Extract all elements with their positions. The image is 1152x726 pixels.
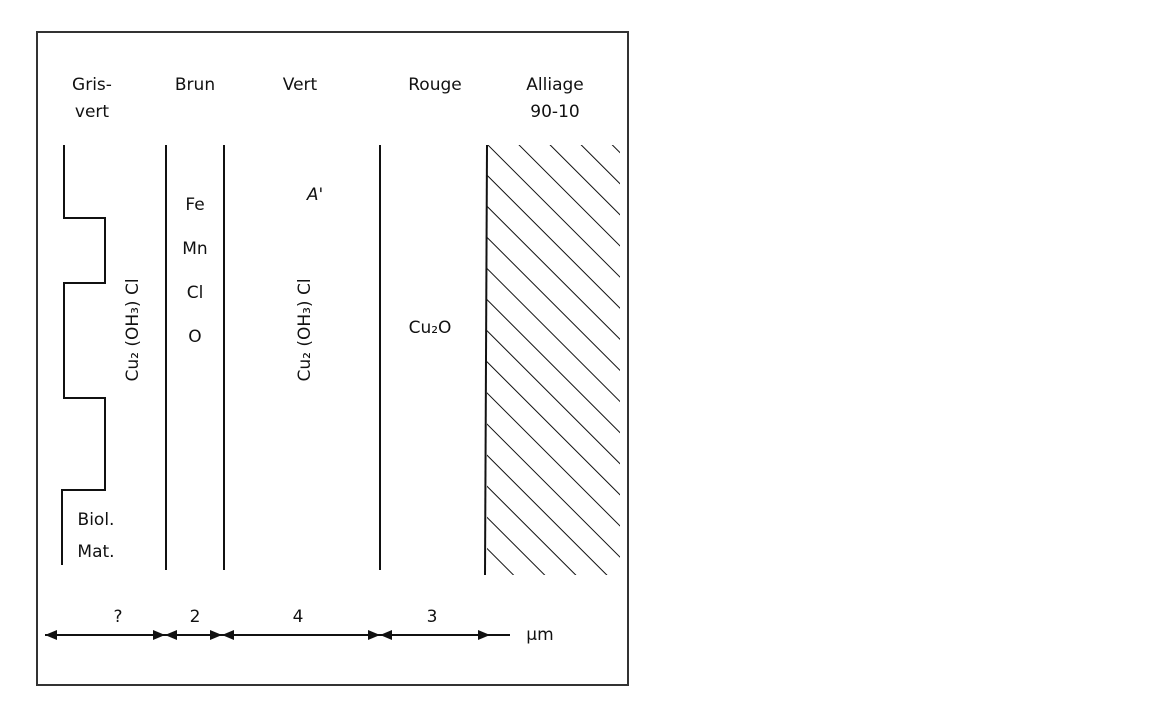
column-header: Vert xyxy=(283,75,318,95)
step-boundary xyxy=(61,145,106,565)
thickness-label: 4 xyxy=(293,607,304,627)
column-header: 90-10 xyxy=(530,102,579,122)
compound-label: Cu₂ (OH₃) Cl xyxy=(123,278,143,381)
handwritten-mark: A' xyxy=(306,185,323,205)
column-header: Brun xyxy=(175,75,215,95)
frame xyxy=(36,31,629,686)
column-header: Alliage xyxy=(526,75,583,95)
compound-label: Cu₂ (OH₃) Cl xyxy=(295,278,315,381)
element-label: Fe xyxy=(185,195,204,215)
column-header: vert xyxy=(75,102,110,122)
thickness-label: 3 xyxy=(427,607,438,627)
scale xyxy=(45,630,510,640)
column-header: Rouge xyxy=(408,75,461,95)
alloy-hatch xyxy=(487,145,620,575)
element-label: Cl xyxy=(187,283,204,303)
column-header: Gris- xyxy=(72,75,112,95)
alloy-boundary xyxy=(484,144,488,576)
element-label: O xyxy=(188,327,201,347)
unit-label: µm xyxy=(526,625,553,645)
element-label: Mn xyxy=(182,239,207,259)
thickness-label: ? xyxy=(113,607,122,627)
note-label: Biol. xyxy=(78,510,115,530)
note-label: Mat. xyxy=(77,542,114,562)
compound-label: Cu₂O xyxy=(409,318,452,338)
thickness-label: 2 xyxy=(190,607,201,627)
